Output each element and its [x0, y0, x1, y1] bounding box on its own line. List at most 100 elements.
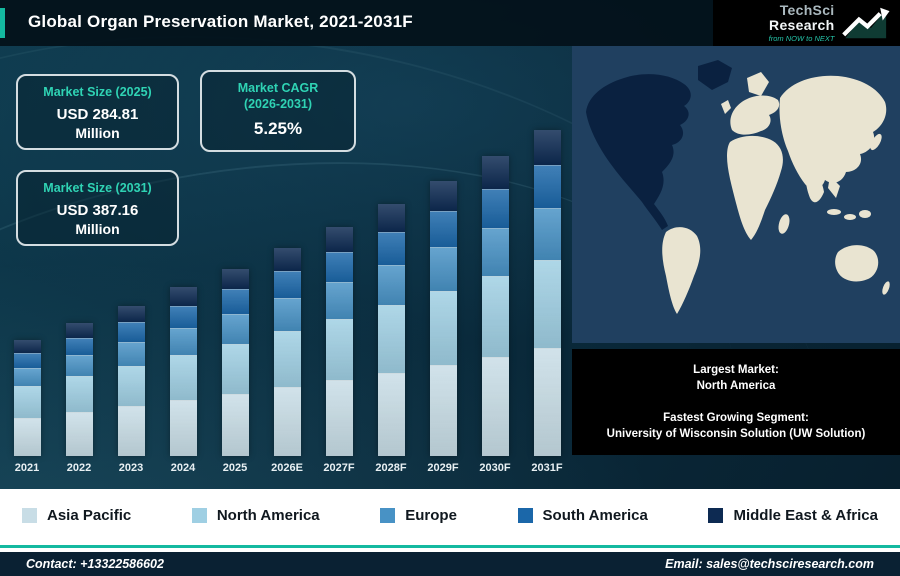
legend-label: Europe	[405, 506, 457, 524]
bar-segment-middle-east-africa	[221, 268, 249, 290]
map-asia	[779, 75, 887, 189]
bar-segment-north-america	[429, 290, 457, 366]
bar-segment-south-america	[65, 337, 93, 355]
card-sublabel: (2026-2031)	[243, 96, 313, 111]
chart-legend: Asia Pacific North America Europe South Ame…	[0, 489, 900, 541]
x-axis-label: 2024	[170, 462, 196, 474]
card-label: Market CAGR	[237, 81, 319, 95]
map-scandinavia	[747, 72, 769, 96]
bar-segment-north-america	[377, 304, 405, 373]
market-size-2025-card: Market Size (2025) USD 284.81 Million	[16, 74, 179, 150]
stacked-bar-chart: 2021 2022 2023 2024 2025 2026E 2027F 2028F 2029F…	[12, 129, 563, 478]
stacked-bar-2030F	[481, 155, 509, 456]
logo-tagline: from NOW to NEXT	[768, 33, 835, 43]
contact-email: Email: sales@techsciresearch.com	[665, 557, 874, 571]
card-unit: Million	[75, 124, 120, 141]
legend-swatch	[517, 507, 533, 523]
legend-band: Asia Pacific North America Europe South Ame…	[0, 489, 900, 552]
card-label: Market Size (2031)	[43, 181, 152, 195]
x-axis-label: 2022	[66, 462, 92, 474]
bar-segment-north-america	[117, 365, 145, 407]
bar-segment-asia-pacific	[377, 372, 405, 456]
bar-segment-asia-pacific	[325, 380, 353, 456]
card-unit: Million	[75, 220, 120, 237]
bar-segment-south-america	[377, 231, 405, 265]
card-label: Market Size (2025)	[43, 85, 152, 99]
x-axis-label: 2026E	[271, 462, 303, 474]
fastest-segment-label: Fastest Growing Segment:	[663, 412, 809, 424]
techsci-logo: TechSci Research from NOW to NEXT	[713, 0, 900, 46]
stacked-bar-2027F	[325, 226, 353, 456]
legend-label: North America	[216, 506, 320, 524]
map-africa	[727, 135, 783, 240]
legend-item-north-america: North America	[191, 506, 320, 524]
bar-segment-middle-east-africa	[13, 339, 41, 353]
bar-segment-europe	[273, 298, 301, 332]
legend-label: Asia Pacific	[47, 506, 132, 524]
logo-brand-primary: TechSci	[779, 2, 835, 19]
bar-column-2030F: 2030F	[479, 155, 511, 478]
map-greenland	[698, 60, 732, 90]
bar-segment-south-america	[533, 165, 561, 208]
fastest-segment-value: University of Wisconsin Solution (UW Sol…	[606, 428, 866, 441]
divider-line	[0, 545, 900, 548]
page-title: Global Organ Preservation Market, 2021-2…	[28, 12, 413, 31]
bar-segment-europe	[117, 341, 145, 366]
bar-column-2025: 2025	[220, 268, 250, 478]
bar-segment-europe	[65, 354, 93, 377]
bar-segment-south-america	[481, 188, 509, 228]
bar-segment-asia-pacific	[13, 417, 41, 456]
legend-item-asia-pacific: Asia Pacific	[22, 507, 131, 524]
bar-segment-europe	[325, 281, 353, 319]
map-madagascar	[778, 214, 790, 234]
map-north-america	[586, 74, 691, 230]
logo-arrow-icon	[842, 7, 890, 39]
bar-segment-middle-east-africa	[273, 248, 301, 272]
bar-segment-middle-east-africa	[65, 323, 93, 338]
stacked-bar-2026E	[273, 248, 301, 456]
bar-segment-asia-pacific	[221, 394, 249, 456]
bar-segment-middle-east-africa	[429, 180, 457, 212]
bar-column-2023: 2023	[116, 305, 146, 478]
bar-column-2022: 2022	[64, 323, 94, 478]
bar-segment-europe	[13, 367, 41, 387]
bar-column-2026E: 2026E	[271, 248, 303, 478]
logo-brand-secondary: Research	[769, 17, 835, 34]
map-indonesia	[844, 214, 856, 220]
bar-segment-europe	[377, 264, 405, 305]
stacked-bar-2022	[65, 323, 93, 456]
bar-column-2029F: 2029F	[427, 180, 459, 478]
x-axis-label: 2029F	[427, 462, 459, 474]
map-india	[805, 166, 824, 203]
bar-segment-north-america	[65, 376, 93, 413]
bar-segment-north-america	[481, 275, 509, 357]
bar-segment-asia-pacific	[533, 348, 561, 456]
bar-segment-europe	[533, 207, 561, 261]
map-indonesia	[827, 209, 841, 215]
bar-segment-asia-pacific	[273, 387, 301, 456]
bar-segment-south-america	[169, 305, 197, 328]
legend-item-europe: Europe	[380, 507, 457, 524]
map-southeast-asia	[828, 176, 840, 198]
bar-segment-europe	[221, 313, 249, 344]
world-map-panel	[572, 46, 900, 343]
largest-market-value: North America	[696, 379, 776, 392]
bar-column-2027F: 2027F	[323, 226, 355, 478]
market-size-2031-card: Market Size (2031) USD 387.16 Million	[16, 170, 179, 246]
bar-column-2031F: 2031F	[531, 129, 563, 478]
legend-swatch	[22, 507, 37, 523]
bar-segment-middle-east-africa	[169, 287, 197, 306]
bar-segment-north-america	[325, 318, 353, 381]
bar-column-2024: 2024	[168, 287, 198, 478]
map-new-zealand	[882, 281, 890, 295]
bar-segment-north-america	[533, 260, 561, 349]
map-japan	[870, 133, 882, 151]
bar-segment-europe	[429, 246, 457, 291]
bar-segment-asia-pacific	[65, 412, 93, 456]
bar-segment-south-america	[13, 352, 41, 368]
legend-swatch	[708, 507, 724, 523]
header-accent-bar	[0, 8, 5, 38]
bar-segment-south-america	[221, 289, 249, 314]
x-axis-label: 2027F	[323, 462, 355, 474]
